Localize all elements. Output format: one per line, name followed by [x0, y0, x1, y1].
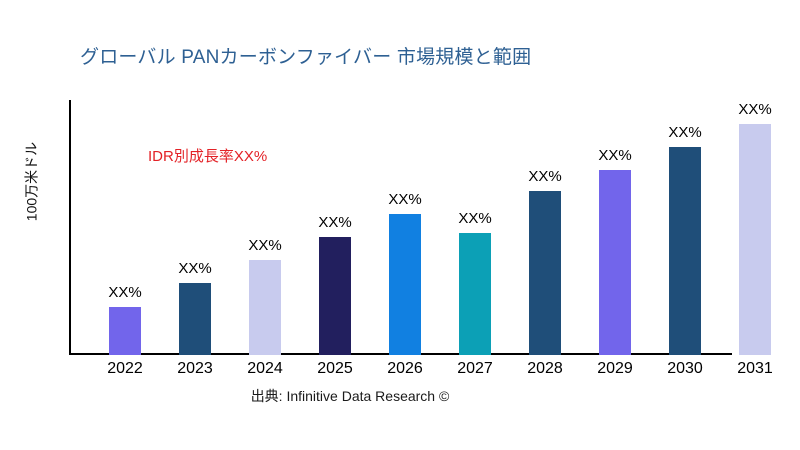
x-axis-ticks: 2022 2023 2024 2025 2026 2027 2028 2029 2030 2031: [70, 360, 800, 380]
bar-value-label: XX%: [248, 237, 282, 255]
bar-value-label: XX%: [178, 260, 212, 278]
bar-2023: [179, 283, 211, 355]
y-axis-line: [69, 100, 71, 355]
bar-2028: [529, 191, 561, 355]
bar-2022: [109, 306, 141, 355]
bar-2030: [669, 147, 701, 355]
bar-value-label: XX%: [528, 168, 562, 185]
bar-2027: [459, 232, 491, 355]
bar-value-label: XX%: [668, 124, 702, 142]
x-tick-label: 2029: [597, 360, 633, 377]
bar-value-label: XX%: [458, 209, 492, 227]
plot-area: XX% XX% XX% XX% XX% XX% XX% XX% XX% XX%: [70, 100, 800, 355]
source-caption: 出典: Infinitive Data Research ©: [250, 388, 450, 404]
bar-2029: [599, 170, 631, 355]
bar-2024: [249, 260, 281, 355]
bar-2025: [319, 237, 351, 355]
bar-value-label: XX%: [738, 101, 772, 118]
bar-2031: [739, 124, 771, 355]
growth-rate-annotation: IDR別成長率XX%: [148, 148, 268, 165]
x-tick-label: 2027: [457, 360, 493, 377]
x-tick-label: 2024: [247, 360, 283, 377]
x-tick-label: 2030: [667, 360, 703, 377]
x-tick-label: 2022: [107, 360, 143, 377]
y-axis-label: 100万米ドル: [23, 141, 40, 222]
x-tick-label: 2028: [527, 360, 563, 377]
x-tick-label: 2026: [387, 360, 423, 377]
x-tick-label: 2031: [737, 360, 773, 377]
bar-value-label: XX%: [598, 147, 632, 165]
bar-value-label: XX%: [388, 191, 422, 209]
bar-value-label: XX%: [108, 283, 142, 301]
bar-2026: [389, 214, 421, 355]
x-tick-label: 2025: [317, 360, 353, 377]
chart-title: グローバル PANカーボンファイバー 市場規模と範囲: [80, 47, 532, 68]
bar-value-label: XX%: [318, 214, 352, 232]
x-tick-label: 2023: [177, 360, 213, 377]
